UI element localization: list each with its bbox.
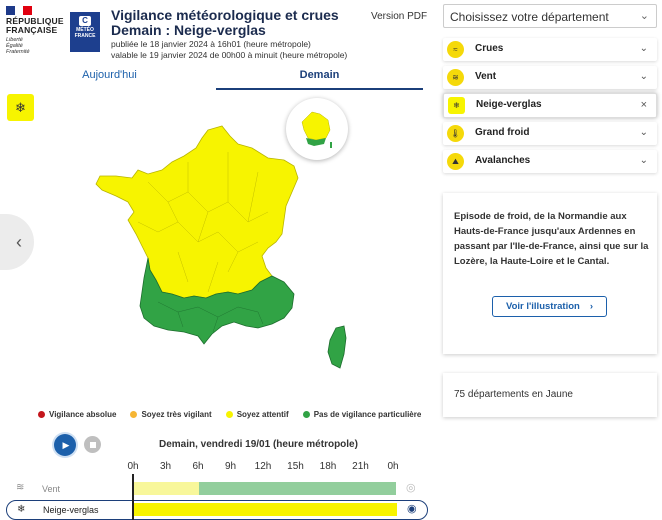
- wind-icon: ≋: [447, 69, 464, 86]
- info-text: Episode de froid, de la Normandie aux Ha…: [454, 211, 649, 267]
- hazard-vent[interactable]: ≋ Vent ⌄: [443, 66, 657, 89]
- published-date: publiée le 18 janvier 2024 à 16h01 (heur…: [111, 39, 311, 49]
- pdf-version-link[interactable]: Version PDF: [371, 11, 428, 22]
- legend-dot-icon: [130, 411, 138, 418]
- stop-icon: [89, 441, 96, 448]
- meteo-france-logo[interactable]: C MÉTÉO FRANCE: [70, 12, 100, 52]
- map-zone-green[interactable]: [139, 257, 295, 345]
- hazard-label: Neige-verglas: [476, 99, 542, 110]
- timeline-row-label: Neige-verglas: [43, 505, 99, 515]
- timeline-row-neige-verglas[interactable]: ❄ Neige-verglas ◉: [6, 500, 428, 520]
- timeline-row-vent[interactable]: ≋ Vent ◎: [6, 479, 428, 499]
- timeline-title: Demain, vendredi 19/01 (heure métropole): [159, 439, 358, 450]
- snowflake-ice-icon: ❄: [448, 97, 465, 114]
- legend-dot-icon: [302, 411, 310, 418]
- legend-item: Soyez attentif: [225, 410, 289, 419]
- legend-label: Pas de vigilance particulière: [313, 410, 422, 419]
- hazard-label: Grand froid: [475, 127, 530, 138]
- stop-button[interactable]: [84, 436, 101, 453]
- chevron-down-icon: ⌄: [639, 10, 649, 22]
- info-card: Episode de froid, de la Normandie aux Ha…: [443, 193, 657, 354]
- department-select-value: Choisissez votre département: [450, 10, 609, 24]
- eye-icon[interactable]: ◉: [407, 503, 417, 515]
- timeline-bar[interactable]: [198, 482, 396, 495]
- hazard-avalanches[interactable]: ⛰ Avalanches ⌄: [443, 150, 657, 173]
- french-flag-icon: [6, 6, 33, 15]
- timeline-hour-label: 21h: [352, 461, 369, 472]
- timeline-row-label: Vent: [42, 484, 61, 494]
- hazard-crues[interactable]: ≈ Crues ⌄: [443, 38, 657, 61]
- department-count-card: 75 départements en Jaune: [443, 373, 657, 417]
- hazard-label: Vent: [475, 71, 497, 82]
- rf-motto: Liberté Égalité Fraternité: [6, 37, 30, 55]
- legend-item: Pas de vigilance particulière: [302, 410, 422, 419]
- legend-item: Soyez très vigilant: [130, 410, 212, 419]
- hazard-label: Crues: [475, 43, 504, 54]
- timeline-hour-label: 3h: [159, 461, 172, 472]
- view-illustration-label: Voir l'illustration: [505, 301, 580, 312]
- eye-off-icon[interactable]: ◎: [406, 482, 416, 494]
- prev-button[interactable]: ‹: [0, 214, 34, 270]
- timeline-hours: 0h 3h 6h 9h 12h 15h 18h 21h 0h: [120, 461, 410, 473]
- chevron-down-icon: ⌄: [639, 127, 648, 138]
- chevron-down-icon: ⌄: [639, 43, 648, 54]
- map-zone-corsica[interactable]: [327, 325, 347, 369]
- timeline-hour-label: 0h: [387, 461, 399, 472]
- timeline-hour-label: 6h: [192, 461, 204, 472]
- timeline-hour-label: 15h: [287, 461, 304, 472]
- timeline-hour-label: 0h: [127, 461, 139, 472]
- timeline-bar[interactable]: [134, 503, 397, 516]
- legend-dot-icon: [225, 411, 233, 418]
- timeline-hour-label: 12h: [254, 461, 272, 472]
- waves-icon: ≈: [447, 41, 464, 58]
- chevron-right-icon: ›: [589, 301, 594, 312]
- legend-label: Vigilance absolue: [49, 410, 117, 419]
- play-button[interactable]: ▶: [54, 434, 76, 456]
- play-icon: ▶: [62, 439, 70, 450]
- rf-text: RÉPUBLIQUE FRANÇAISE: [6, 16, 64, 35]
- overseas-mini-map[interactable]: [286, 98, 348, 160]
- department-select[interactable]: Choisissez votre département ⌄: [443, 4, 657, 28]
- timeline-bar[interactable]: [133, 482, 199, 495]
- legend-dot-icon: [38, 411, 45, 418]
- legend-item: Vigilance absolue: [38, 410, 116, 419]
- wind-icon: ≋: [16, 482, 25, 493]
- legend-label: Soyez attentif: [236, 410, 289, 419]
- snowflake-ice-icon: ❄: [7, 94, 34, 121]
- republique-francaise-logo: RÉPUBLIQUE FRANÇAISE Liberté Égalité Fra…: [6, 6, 64, 60]
- timeline-hour-label: 18h: [319, 461, 337, 472]
- thermometer-icon: 🌡: [447, 125, 464, 142]
- view-illustration-button[interactable]: Voir l'illustration ›: [492, 296, 607, 317]
- avalanche-icon: ⛰: [447, 153, 464, 170]
- snowflake-ice-icon: ❄: [17, 504, 26, 515]
- close-icon[interactable]: ×: [640, 99, 647, 111]
- vigilance-map[interactable]: [88, 122, 358, 372]
- chevron-down-icon: ⌄: [639, 71, 648, 82]
- page-subtitle: Demain : Neige-verglas: [111, 22, 266, 38]
- validity-date: valable le 19 janvier 2024 de 00h00 à mi…: [111, 50, 348, 60]
- page-title: Vigilance météorologique et crues: [111, 7, 339, 23]
- timeline-cursor[interactable]: [132, 474, 134, 520]
- map-legend: Vigilance absolue Soyez très vigilant Soye…: [38, 410, 435, 419]
- legend-label: Soyez très vigilant: [141, 410, 212, 419]
- hazard-neige-verglas[interactable]: ❄ Neige-verglas ×: [443, 93, 657, 118]
- hazard-grand-froid[interactable]: 🌡 Grand froid ⌄: [443, 122, 657, 145]
- chevron-down-icon: ⌄: [639, 155, 648, 166]
- timeline-hour-label: 9h: [224, 461, 237, 472]
- tab-today[interactable]: Aujourd'hui: [82, 69, 137, 81]
- hazard-label: Avalanches: [475, 155, 531, 166]
- tab-tomorrow[interactable]: Demain: [216, 69, 423, 90]
- department-count: 75 départements en Jaune: [454, 389, 573, 400]
- chevron-left-icon: ‹: [16, 231, 22, 252]
